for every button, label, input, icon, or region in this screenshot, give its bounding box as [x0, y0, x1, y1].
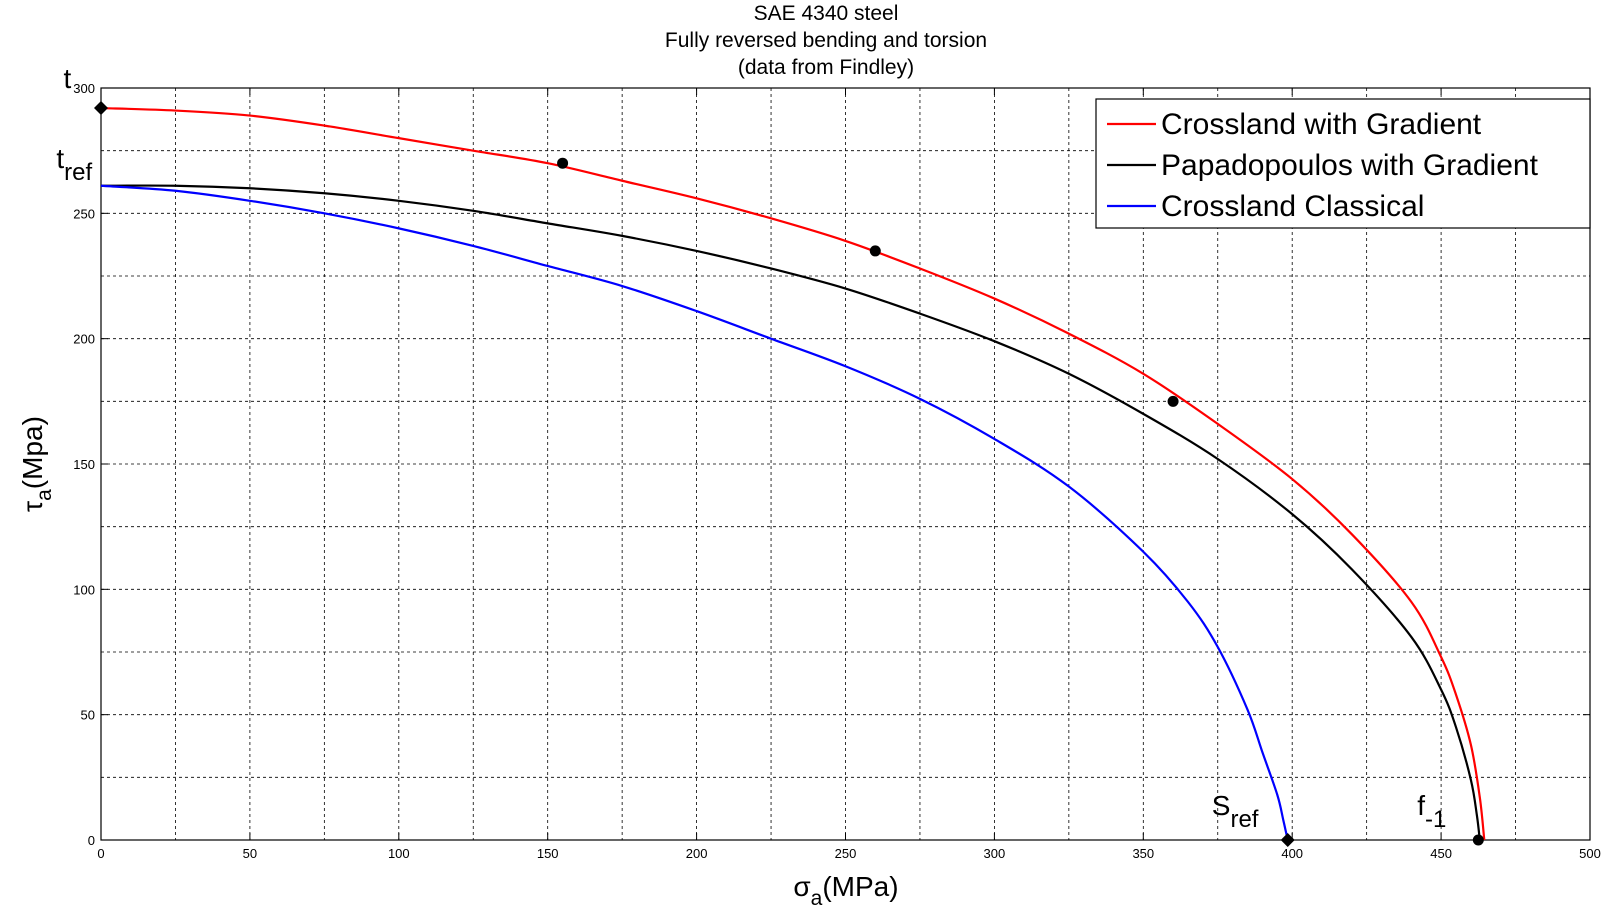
- y-axis-label-rest: (Mpa): [17, 416, 48, 489]
- x-tick-label: 50: [243, 846, 257, 861]
- x-axis-label-rest: (MPa): [822, 871, 898, 902]
- series-lines: [100, 106, 1486, 841]
- x-tick-label: 350: [1132, 846, 1154, 861]
- x-tick-label: 200: [686, 846, 708, 861]
- annotation-main: f: [1417, 790, 1425, 821]
- diamond-marker: [1280, 833, 1295, 847]
- data-markers: [94, 101, 1484, 847]
- x-tick-label: 300: [984, 846, 1006, 861]
- y-axis-label: τa(Mpa): [17, 416, 56, 512]
- y-axis-label-main: τ: [17, 501, 48, 512]
- y-axis-ticks: 0 50 100 150 200 250 300: [73, 81, 1590, 848]
- legend: Crossland with Gradient Papadopoulos with…: [1095, 98, 1591, 229]
- y-tick-label: 250: [73, 206, 95, 221]
- series-line-2: [100, 184, 1481, 841]
- annotation-label: tref: [56, 143, 92, 186]
- x-tick-label: 500: [1579, 846, 1601, 861]
- x-tick-label: 150: [537, 846, 559, 861]
- annotation-main: t: [63, 63, 71, 94]
- annotation-main: t: [56, 143, 64, 174]
- series-line-3: [100, 184, 1289, 841]
- annotation-main: S: [1212, 790, 1231, 821]
- y-tick-label: 200: [73, 332, 95, 347]
- x-tick-label: 250: [835, 846, 857, 861]
- circle-marker: [869, 245, 881, 257]
- y-tick-label: 150: [73, 457, 95, 472]
- y-tick-label: 300: [73, 81, 95, 96]
- y-tick-label: 100: [73, 582, 95, 597]
- y-tick-label: 50: [81, 708, 95, 723]
- x-tick-label: 100: [388, 846, 410, 861]
- x-tick-label: 0: [97, 846, 104, 861]
- title-line-1: SAE 4340 steel: [754, 2, 899, 25]
- legend-label-2: Papadopoulos with Gradient: [1161, 149, 1539, 182]
- x-axis-label: σa(MPa): [793, 871, 898, 910]
- y-tick-label: 0: [88, 833, 95, 848]
- x-axis-label-main: σ: [793, 871, 810, 902]
- x-tick-label: 400: [1281, 846, 1303, 861]
- legend-label-3: Crossland Classical: [1161, 190, 1424, 223]
- legend-label-1: Crossland with Gradient: [1161, 108, 1482, 141]
- title-line-2: Fully reversed bending and torsion: [665, 29, 987, 52]
- annotation-sub: -1: [1425, 806, 1446, 833]
- grid-lines: [101, 88, 1590, 840]
- legend-box: [1095, 98, 1591, 229]
- circle-marker: [1472, 834, 1484, 846]
- annotation-label: Sref: [1212, 790, 1259, 833]
- x-axis-ticks: 0 50 100 150 200 250 300 350 400 450 500: [97, 88, 1601, 861]
- circle-marker: [557, 157, 569, 169]
- x-tick-label: 450: [1430, 846, 1452, 861]
- annotation-sub: ref: [1230, 806, 1258, 833]
- chart-title: SAE 4340 steel Fully reversed bending an…: [665, 2, 987, 79]
- y-axis-label-sub: a: [33, 489, 56, 501]
- series-line-1: [100, 106, 1486, 841]
- circle-marker: [1167, 395, 1179, 407]
- annotation-label: t: [63, 63, 71, 94]
- annotation-sub: ref: [64, 159, 92, 186]
- title-line-3: (data from Findley): [738, 56, 914, 79]
- diamond-marker: [94, 101, 108, 116]
- annotation-label: f-1: [1417, 790, 1446, 833]
- x-axis-label-sub: a: [811, 887, 823, 910]
